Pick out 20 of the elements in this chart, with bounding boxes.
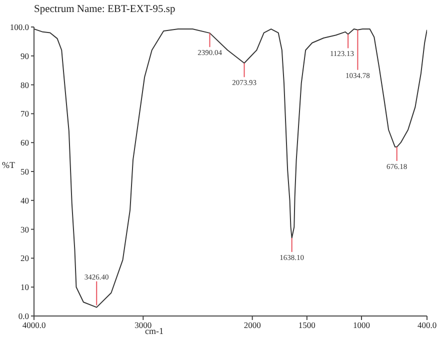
y-tick-label: 80 (20, 80, 29, 90)
y-tick-label: 30 (20, 224, 29, 234)
y-tick-label: 0.0 (18, 311, 29, 322)
y-tick-label: 100.0 (10, 22, 29, 32)
x-tick-label: 4000.0 (22, 320, 46, 330)
x-tick-label: 1500 (298, 320, 316, 330)
x-tick-label: 1000 (353, 320, 370, 330)
y-tick-label: 70 (20, 108, 29, 119)
y-axis-title: %T (2, 160, 15, 170)
x-tick-label: 3000 (134, 320, 152, 330)
y-tick-label: 20 (20, 253, 29, 264)
chart-title: Spectrum Name: EBT-EXT-95.sp (34, 4, 176, 15)
y-tick-label: 60 (20, 138, 29, 148)
line-series (34, 28, 427, 308)
x-tick-label: 2000 (244, 320, 261, 330)
y-tick-label: 90 (20, 50, 29, 61)
y-tick-label: 10 (20, 282, 29, 292)
y-tick-label: 50 (20, 166, 29, 177)
y-tick-label: 40 (20, 195, 29, 206)
x-tick-label: 400.0 (417, 320, 437, 330)
